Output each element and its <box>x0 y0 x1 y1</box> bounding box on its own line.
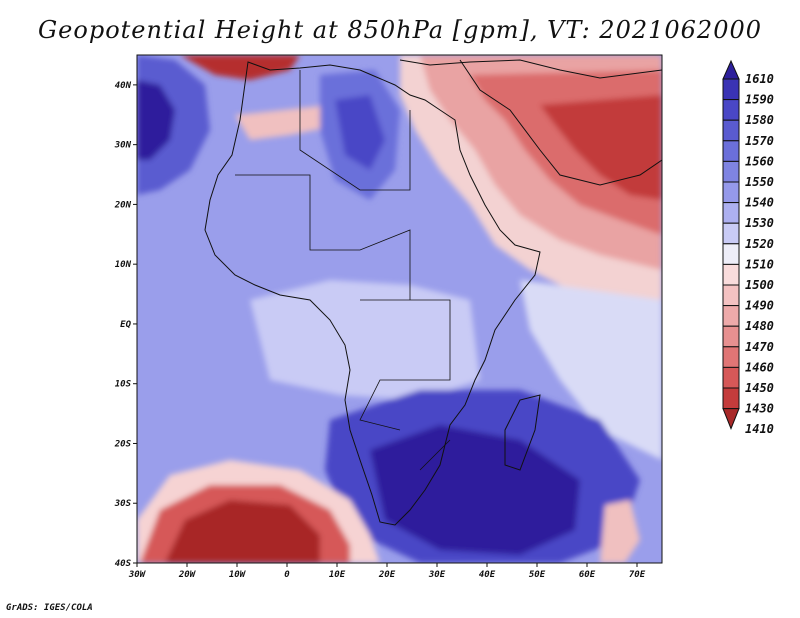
lat-tick-label: 20N <box>114 200 132 210</box>
colorbar-label: 1460 <box>745 360 774 374</box>
colorbar-swatch <box>722 305 740 327</box>
colorbar-swatch <box>722 284 740 307</box>
field-zone-north-atlantic-low <box>180 55 300 80</box>
colorbar-label: 1500 <box>745 278 774 292</box>
colorbar-swatch <box>722 202 740 224</box>
colorbar-swatch <box>722 346 740 368</box>
credit-label: GrADS: IGES/COLA <box>6 603 93 613</box>
field-zone-equatorial-pale <box>250 280 480 400</box>
colorbar-label: 1470 <box>745 340 774 354</box>
colorbar-bottom-arrow <box>722 408 740 430</box>
colorbar-label: 1570 <box>745 134 774 148</box>
lat-tick-label: 10S <box>115 380 132 390</box>
colorbar-label: 1430 <box>745 402 774 416</box>
field-zone-indian-ocean-pale <box>520 280 662 460</box>
colorbar-swatch <box>722 99 740 121</box>
lon-tick-label: 30W <box>128 570 147 580</box>
arabia-coastline <box>459 59 662 186</box>
lat-tick-label: EQ <box>120 320 131 330</box>
field-zone-atlantic-high-core <box>137 80 175 160</box>
lon-tick-label: 50E <box>529 570 546 580</box>
lon-tick-label: 60E <box>579 570 596 580</box>
map-frame <box>136 54 663 564</box>
colorbar-label: 1590 <box>745 93 774 107</box>
colorbar-swatch <box>722 387 740 410</box>
colorbar-label: 1530 <box>745 216 774 230</box>
axis-ticks: 30W 20W 10W 0 10E 20E 30E 40E 50E 60E 70E 40N 30N 20N… <box>114 81 646 580</box>
height-field <box>137 55 662 563</box>
lon-tick-label: 40E <box>479 570 496 580</box>
colorbar-label: 1450 <box>745 381 774 395</box>
lat-tick-label: 30N <box>114 141 132 151</box>
colorbar-label: 1510 <box>745 257 774 271</box>
colorbar-swatch <box>722 366 740 389</box>
lat-tick-label: 40S <box>115 559 132 569</box>
colorbar-swatch <box>722 160 740 183</box>
lon-tick-label: 10E <box>329 570 346 580</box>
lat-tick-label: 10N <box>115 260 132 270</box>
colorbar-label: 1610 <box>745 72 774 86</box>
colorbar-label: 1410 <box>745 422 774 436</box>
lon-tick-label: 0 <box>284 570 290 580</box>
colorbar-label: 1490 <box>745 299 774 313</box>
lat-tick-label: 40N <box>115 81 132 91</box>
lon-tick-label: 10W <box>229 570 247 580</box>
colorbar-swatch <box>722 140 740 162</box>
colorbar-label: 1540 <box>745 196 774 210</box>
colorbar-top-arrow <box>722 59 740 80</box>
field-zone-south-indian-warm <box>600 500 640 563</box>
colorbar: 1610 1590 1580 1570 1560 1550 1540 1530 1520 1510… <box>722 59 774 436</box>
colorbar-label: 1480 <box>745 319 774 333</box>
colorbar-swatch <box>722 119 740 142</box>
colorbar-swatch <box>722 222 740 245</box>
field-zone-south-atlantic-low <box>165 500 320 563</box>
field-zone-sahara-high-core <box>335 95 385 170</box>
colorbar-swatch <box>722 325 740 348</box>
field-zone-arabia-dark <box>540 95 662 200</box>
field-zone-maghreb-pale <box>235 105 340 140</box>
colorbar-swatch <box>722 181 740 204</box>
country-borders <box>235 70 451 471</box>
colorbar-label: 1560 <box>745 154 774 168</box>
colorbar-label: 1580 <box>745 113 774 127</box>
lon-tick-label: 20E <box>378 570 396 580</box>
lat-tick-label: 30S <box>114 499 132 509</box>
colorbar-label: 1550 <box>745 175 774 189</box>
colorbar-swatch <box>722 263 740 286</box>
chart-title: Geopotential Height at 850hPa [gpm], VT:… <box>38 16 762 44</box>
lat-tick-label: 20S <box>114 439 132 449</box>
field-zone-southern-high-core <box>370 425 580 555</box>
lon-tick-label: 20W <box>178 570 197 580</box>
colorbar-label: 1520 <box>745 237 774 251</box>
lon-tick-label: 30E <box>428 570 446 580</box>
madagascar-coastline <box>504 394 541 471</box>
colorbar-swatch <box>722 243 740 265</box>
lon-tick-label: 70E <box>629 570 646 580</box>
colorbar-swatch <box>722 78 740 101</box>
mediterranean-coastline <box>399 59 662 79</box>
